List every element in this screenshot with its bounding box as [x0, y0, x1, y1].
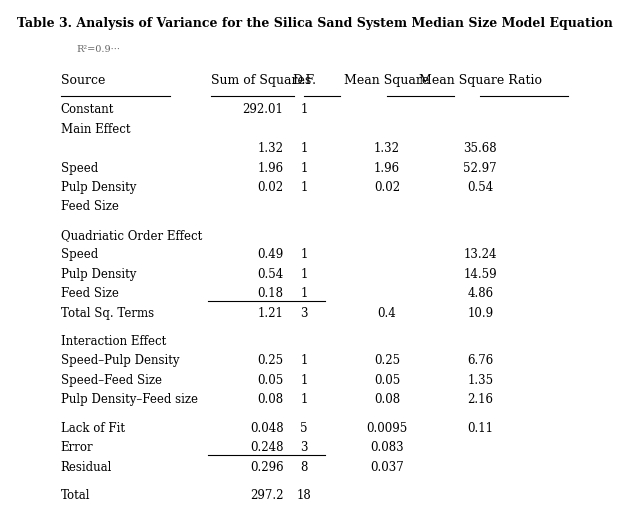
Text: Constant: Constant	[61, 104, 114, 116]
Text: 1: 1	[301, 104, 308, 116]
Text: 0.05: 0.05	[257, 374, 284, 387]
Text: Pulp Density: Pulp Density	[61, 268, 136, 281]
Text: 10.9: 10.9	[467, 306, 493, 320]
Text: 1.96: 1.96	[374, 162, 400, 174]
Text: Speed–Feed Size: Speed–Feed Size	[61, 374, 162, 387]
Text: 0.08: 0.08	[374, 393, 400, 406]
Text: 1: 1	[301, 287, 308, 300]
Text: 0.02: 0.02	[374, 181, 400, 194]
Text: Lack of Fit: Lack of Fit	[61, 422, 125, 435]
Text: 1: 1	[301, 354, 308, 367]
Text: Error: Error	[61, 441, 93, 454]
Text: 0.54: 0.54	[467, 181, 493, 194]
Text: Speed: Speed	[61, 162, 98, 174]
Text: 3: 3	[301, 441, 308, 454]
Text: Main Effect: Main Effect	[61, 123, 130, 136]
Text: 1.32: 1.32	[257, 142, 284, 155]
Text: 35.68: 35.68	[464, 142, 497, 155]
Text: 1.96: 1.96	[257, 162, 284, 174]
Text: R²=0.9···: R²=0.9···	[76, 45, 120, 54]
Text: 292.01: 292.01	[243, 104, 284, 116]
Text: 18: 18	[297, 489, 311, 502]
Text: 0.0095: 0.0095	[366, 422, 408, 435]
Text: 0.048: 0.048	[250, 422, 284, 435]
Text: Speed: Speed	[61, 248, 98, 261]
Text: 13.24: 13.24	[464, 248, 497, 261]
Text: 0.08: 0.08	[257, 393, 284, 406]
Text: Feed Size: Feed Size	[61, 201, 119, 213]
Text: Sum of Squares: Sum of Squares	[211, 74, 311, 87]
Text: 0.037: 0.037	[370, 461, 404, 473]
Text: Total Sq. Terms: Total Sq. Terms	[61, 306, 154, 320]
Text: 0.11: 0.11	[467, 422, 493, 435]
Text: 0.296: 0.296	[250, 461, 284, 473]
Text: 3: 3	[301, 306, 308, 320]
Text: D.F.: D.F.	[292, 74, 316, 87]
Text: 0.54: 0.54	[257, 268, 284, 281]
Text: 52.97: 52.97	[464, 162, 497, 174]
Text: 1: 1	[301, 268, 308, 281]
Text: 1: 1	[301, 374, 308, 387]
Text: 297.2: 297.2	[250, 489, 284, 502]
Text: Pulp Density–Feed size: Pulp Density–Feed size	[61, 393, 198, 406]
Text: 5: 5	[301, 422, 308, 435]
Text: 0.248: 0.248	[250, 441, 284, 454]
Text: 0.18: 0.18	[257, 287, 284, 300]
Text: Residual: Residual	[61, 461, 112, 473]
Text: Table 3. Analysis of Variance for the Silica Sand System Median Size Model Equat: Table 3. Analysis of Variance for the Si…	[16, 17, 613, 30]
Text: 0.083: 0.083	[370, 441, 404, 454]
Text: Mean Square: Mean Square	[344, 74, 430, 87]
Text: 1: 1	[301, 393, 308, 406]
Text: 6.76: 6.76	[467, 354, 493, 367]
Text: 14.59: 14.59	[464, 268, 497, 281]
Text: Mean Square Ratio: Mean Square Ratio	[419, 74, 542, 87]
Text: 1.35: 1.35	[467, 374, 493, 387]
Text: 0.49: 0.49	[257, 248, 284, 261]
Text: Interaction Effect: Interaction Effect	[61, 335, 166, 348]
Text: 0.25: 0.25	[374, 354, 400, 367]
Text: 1.21: 1.21	[257, 306, 284, 320]
Text: 4.86: 4.86	[467, 287, 493, 300]
Text: 0.05: 0.05	[374, 374, 400, 387]
Text: 0.4: 0.4	[377, 306, 396, 320]
Text: 1: 1	[301, 162, 308, 174]
Text: Total: Total	[61, 489, 91, 502]
Text: Feed Size: Feed Size	[61, 287, 119, 300]
Text: Speed–Pulp Density: Speed–Pulp Density	[61, 354, 179, 367]
Text: 1: 1	[301, 181, 308, 194]
Text: Quadriatic Order Effect: Quadriatic Order Effect	[61, 229, 202, 242]
Text: 1.32: 1.32	[374, 142, 400, 155]
Text: 0.25: 0.25	[257, 354, 284, 367]
Text: 8: 8	[301, 461, 308, 473]
Text: 1: 1	[301, 248, 308, 261]
Text: Pulp Density: Pulp Density	[61, 181, 136, 194]
Text: 1: 1	[301, 142, 308, 155]
Text: 2.16: 2.16	[467, 393, 493, 406]
Text: Source: Source	[61, 74, 105, 87]
Text: 0.02: 0.02	[257, 181, 284, 194]
